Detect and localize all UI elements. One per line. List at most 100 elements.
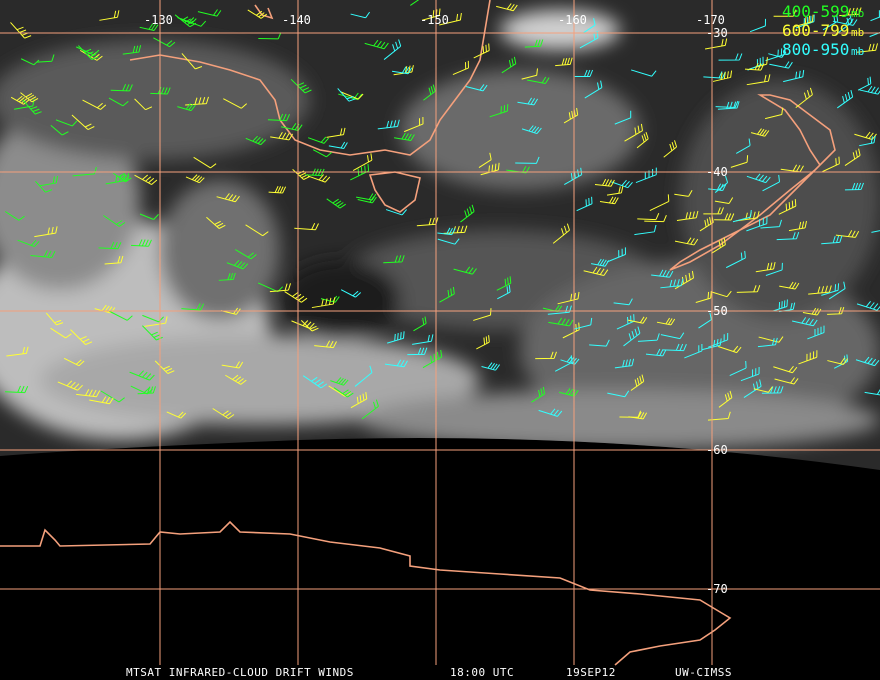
longitude-label: -160	[558, 13, 587, 27]
wind-barb	[644, 215, 667, 223]
wind-barb	[707, 411, 731, 421]
wind-barb	[579, 30, 599, 49]
wind-barb	[22, 99, 42, 115]
wind-barb	[808, 285, 832, 295]
wind-barb	[174, 14, 197, 28]
wind-barb	[218, 272, 236, 281]
wind-barb	[307, 174, 331, 183]
wind-barb	[337, 88, 356, 102]
wind-barb	[792, 14, 814, 28]
wind-barb	[268, 185, 287, 194]
wind-barb	[350, 392, 368, 409]
wind-barb	[582, 18, 596, 34]
wind-barb	[416, 217, 439, 227]
wind-barb	[443, 225, 468, 234]
wind-barb	[50, 327, 72, 339]
wind-barb	[780, 164, 804, 173]
wind-barb	[497, 285, 511, 300]
wind-barb	[245, 224, 269, 237]
wind-barb	[422, 349, 443, 369]
wind-barb	[783, 69, 805, 83]
wind-barb	[764, 107, 784, 120]
lat-lon-grid: -130 -140 -150 -160 -170-30 -40 -50 -60 -70	[0, 0, 880, 665]
wind-barb	[614, 358, 635, 369]
date: 19SEP12	[566, 666, 616, 679]
wind-barb	[663, 343, 687, 352]
wind-barb	[562, 322, 580, 339]
wind-barb	[35, 180, 53, 193]
wind-barb	[122, 45, 142, 55]
wind-barb	[674, 190, 693, 197]
wind-barb	[361, 399, 379, 420]
wind-barb	[421, 8, 441, 21]
wind-barb	[76, 46, 100, 56]
wind-barb	[98, 241, 122, 250]
wind-barb	[676, 210, 699, 221]
wind-barb	[854, 131, 877, 140]
wind-barb	[437, 227, 456, 236]
wind-barb	[181, 303, 205, 311]
wind-barb	[807, 325, 825, 340]
wind-barb	[645, 348, 667, 357]
latitude-label: -30	[706, 26, 728, 40]
wind-barb	[531, 386, 546, 403]
time: 18:00 UTC	[450, 666, 514, 679]
wind-barb	[740, 366, 760, 382]
wind-barb	[226, 259, 249, 270]
wind-barb	[384, 359, 408, 368]
wind-barb	[354, 365, 373, 387]
wind-barb	[730, 155, 749, 168]
wind-barb	[284, 291, 308, 303]
wind-barb	[70, 329, 93, 346]
legend-label: 800-950	[782, 40, 849, 59]
wind-barb	[674, 270, 694, 290]
wind-barb	[328, 141, 348, 149]
wind-barb	[521, 125, 542, 135]
wind-barb	[802, 307, 822, 316]
wind-barb	[611, 179, 633, 189]
wind-barb	[844, 182, 864, 191]
wind-barb	[216, 193, 240, 203]
wind-barb	[747, 56, 764, 71]
wind-barb	[589, 339, 610, 347]
wind-barb	[746, 74, 771, 86]
wind-barb	[100, 390, 125, 403]
wind-barb	[576, 196, 593, 212]
wind-barb	[755, 261, 776, 273]
wind-barb	[743, 379, 762, 399]
wind-barb	[753, 386, 773, 393]
wind-barb	[856, 300, 880, 311]
wind-barb	[235, 249, 257, 260]
wind-barb	[269, 283, 291, 293]
wind-barb	[37, 54, 55, 63]
wind-barb	[698, 312, 712, 329]
wind-barb	[765, 47, 786, 62]
wind-barb	[57, 380, 83, 391]
wind-barb	[311, 297, 336, 309]
wind-barb	[552, 223, 570, 244]
wind-barb	[383, 255, 405, 264]
wind-barb	[496, 3, 518, 12]
wind-barb	[394, 132, 415, 141]
wind-barb	[712, 70, 733, 82]
wind-barb	[20, 58, 40, 66]
wind-barb	[281, 123, 303, 131]
wind-barb	[714, 197, 734, 205]
wind-barb	[835, 230, 860, 238]
wind-barb	[636, 131, 649, 149]
wind-barb	[206, 216, 226, 229]
wind-barb	[695, 291, 712, 304]
wind-barb	[627, 316, 648, 324]
wind-barb	[34, 226, 58, 238]
wind-barb	[221, 361, 244, 369]
wind-barb	[20, 92, 39, 103]
wind-barb	[364, 39, 389, 50]
latitude-label: -50	[706, 304, 728, 318]
wind-barb	[663, 140, 678, 158]
wind-barb	[302, 375, 328, 389]
wind-barb	[856, 43, 878, 53]
longitude-label: -140	[282, 13, 311, 27]
wind-barb	[55, 119, 78, 127]
wind-barb	[326, 127, 346, 138]
wind-barb	[557, 291, 580, 305]
